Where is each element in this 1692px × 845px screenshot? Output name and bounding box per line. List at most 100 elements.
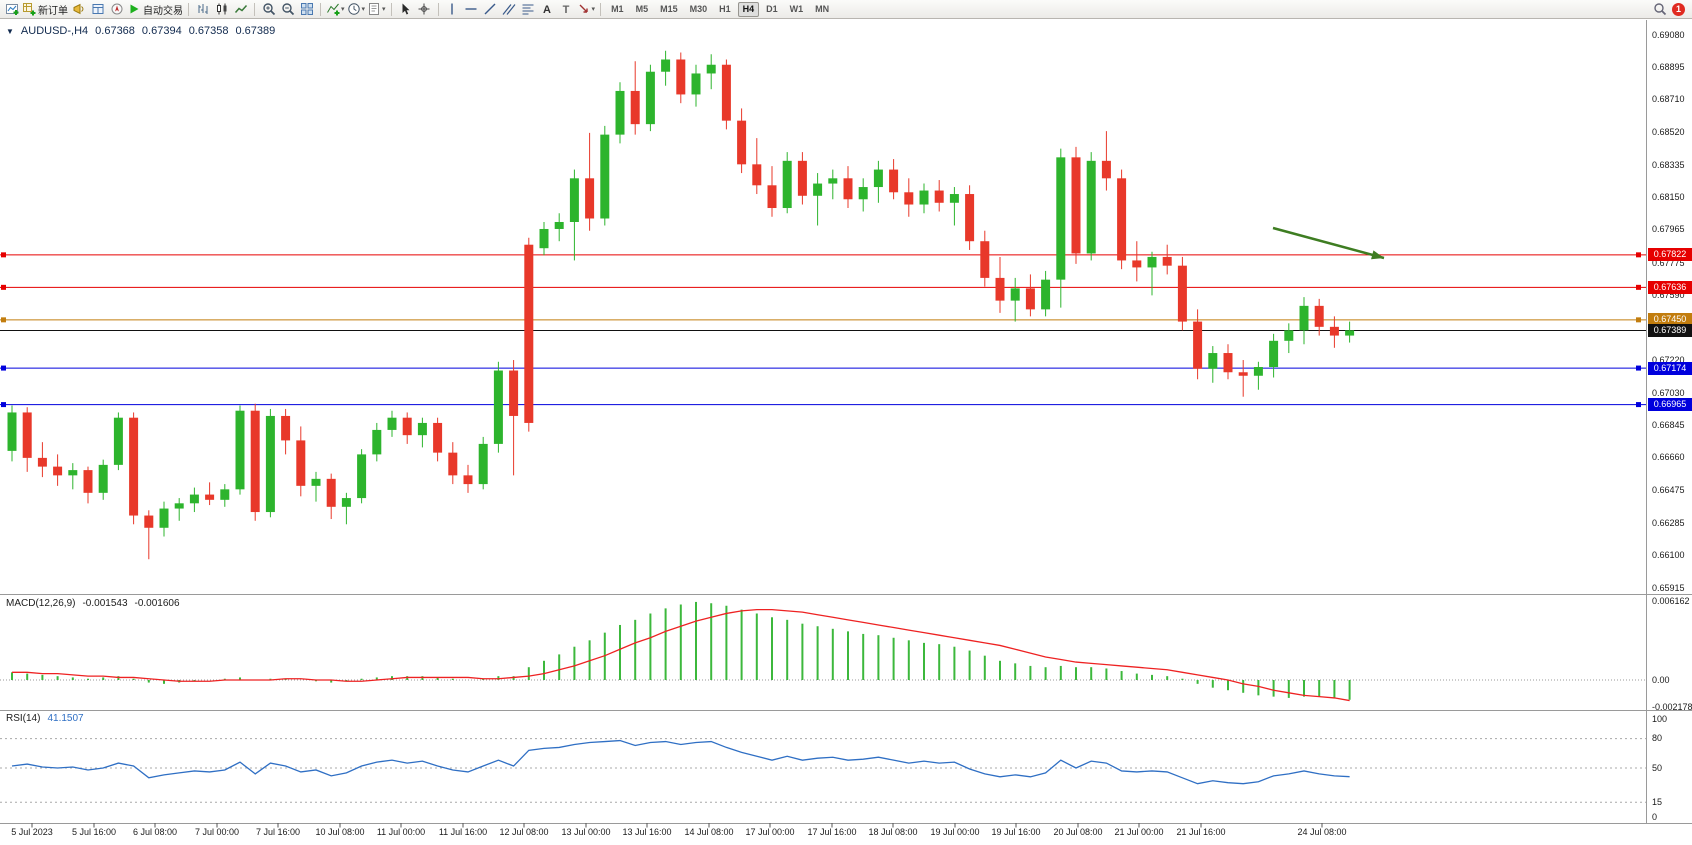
macd-signal-value: -0.001606: [134, 598, 180, 609]
toolbar-separator: [188, 2, 189, 16]
timeframe-w1-button[interactable]: W1: [789, 3, 804, 14]
dropdown-caret-icon: ▾: [591, 5, 596, 13]
price-axis-label: 0.68710: [1652, 94, 1685, 105]
date-axis-label: 21 Jul 16:00: [1176, 827, 1226, 837]
trendline-icon[interactable]: [482, 1, 499, 18]
rsi-label: RSI(14) 41.1507: [6, 713, 84, 724]
rsi-name: RSI(14): [6, 713, 41, 724]
arrows-icon[interactable]: ▾: [577, 1, 596, 18]
symbol-name: AUDUSD-,H4: [20, 25, 89, 37]
toolbar: 新订单 自动交易 ▾ ▾ ▾ A T ▾ M1 M5 M15 M30 H1 H4 D1 W1 MN 1: [0, 0, 1692, 19]
search-icon[interactable]: [1651, 1, 1668, 18]
new-order-button-label: 新订单: [38, 5, 68, 17]
macd-axis-label: 0.00: [1652, 674, 1670, 685]
hline-icon[interactable]: [463, 1, 480, 18]
autotrading-button-label: 自动交易: [143, 5, 183, 17]
date-axis-label: 12 Jul 08:00: [499, 827, 549, 837]
autotrading-button[interactable]: 自动交易: [127, 1, 183, 18]
price-axis-label: 0.68335: [1652, 159, 1685, 170]
zoom-out-icon[interactable]: [279, 1, 296, 18]
date-axis-label: 5 Jul 2023: [11, 827, 53, 837]
timeframe-h1-button[interactable]: H1: [719, 3, 731, 14]
text-icon[interactable]: A: [539, 1, 556, 18]
timeframe-m1-button[interactable]: M1: [611, 3, 624, 14]
label-icon[interactable]: T: [558, 1, 575, 18]
date-axis-label: 14 Jul 08:00: [684, 827, 734, 837]
new-order-button[interactable]: 新订单: [22, 1, 68, 18]
notification-badge[interactable]: 1: [1672, 2, 1685, 16]
timeframe-m5-button[interactable]: M5: [635, 3, 649, 14]
macd-axis-label: -0.002178: [1652, 702, 1692, 713]
price-high: 0.67394: [141, 25, 182, 37]
price-axis-label: 0.67965: [1652, 224, 1685, 235]
chart-dropdown-icon[interactable]: ▼: [6, 26, 14, 36]
toolbar-right: 1: [1650, 1, 1690, 18]
date-axis-label: 6 Jul 08:00: [132, 827, 178, 837]
periods-icon[interactable]: ▾: [347, 1, 365, 18]
price-axis-label: 0.68895: [1652, 61, 1685, 72]
chart-line-icon[interactable]: [232, 1, 249, 18]
macd-label: MACD(12,26,9) -0.001543 -0.001606: [6, 598, 180, 609]
hline-price-label: 0.67450: [1648, 313, 1692, 327]
timeframe-mn-button[interactable]: MN: [815, 3, 830, 14]
date-axis-label: 24 Jul 08:00: [1297, 827, 1347, 837]
templates-icon[interactable]: ▾: [367, 1, 386, 18]
toolbar-buttons: 新订单 自动交易 ▾ ▾ ▾ A T ▾ M1 M5 M15 M30 H1 H4 D1 W1 MN: [2, 0, 835, 18]
date-axis-label: 7 Jul 00:00: [194, 827, 240, 837]
chart-candles-icon[interactable]: [213, 1, 230, 18]
rsi-axis-label: 0: [1652, 811, 1658, 822]
svg-text:T: T: [563, 4, 570, 16]
dropdown-caret-icon: ▾: [382, 5, 386, 13]
data-window-icon[interactable]: [89, 1, 106, 18]
hline-price-label: 0.67636: [1648, 280, 1692, 294]
toolbar-separator: [437, 2, 439, 16]
indicators-icon[interactable]: ▾: [326, 1, 345, 18]
cursor-icon[interactable]: [397, 1, 414, 18]
rsi-axis-label: 15: [1652, 796, 1663, 807]
hline-price-label: 0.66965: [1648, 398, 1692, 412]
timeframe-h4-button[interactable]: H4: [737, 1, 760, 17]
price-axis-label: 0.66475: [1652, 484, 1685, 495]
channel-icon[interactable]: [501, 1, 518, 18]
fibonacci-icon[interactable]: [520, 1, 537, 18]
date-axis-label: 5 Jul 16:00: [71, 827, 117, 837]
date-axis-label: 17 Jul 00:00: [745, 827, 795, 837]
new-chart-icon[interactable]: [3, 1, 20, 18]
date-axis-label: 10 Jul 08:00: [315, 827, 365, 837]
macd-value: -0.001543: [82, 598, 128, 609]
price-axis-label: 0.66100: [1652, 550, 1685, 561]
chart-bars-icon[interactable]: [194, 1, 211, 18]
zoom-in-icon[interactable]: [260, 1, 277, 18]
vline-icon[interactable]: [444, 1, 461, 18]
current-price-label: 0.67389: [1648, 324, 1692, 337]
market-watch-icon[interactable]: [70, 1, 87, 18]
date-axis-label: 18 Jul 08:00: [868, 827, 918, 837]
price-axis-label: 0.68150: [1652, 192, 1685, 203]
price-axis-label: 0.67030: [1652, 387, 1685, 398]
hline-price-label: 0.67174: [1648, 361, 1692, 375]
crosshair-icon[interactable]: [416, 1, 433, 18]
rsi-axis-label: 80: [1652, 733, 1663, 744]
tile-windows-icon[interactable]: [298, 1, 315, 18]
date-axis-label: 7 Jul 16:00: [255, 827, 301, 837]
date-axis-label: 13 Jul 16:00: [622, 827, 672, 837]
price-axis-label: 0.67590: [1652, 289, 1685, 300]
date-axis-label: 17 Jul 16:00: [807, 827, 857, 837]
price-axis-label: 0.69080: [1652, 29, 1685, 40]
timeframe-d1-button[interactable]: D1: [766, 3, 778, 14]
rsi-value: 41.1507: [47, 713, 84, 724]
navigator-icon[interactable]: [108, 1, 125, 18]
date-axis-label: 13 Jul 00:00: [561, 827, 611, 837]
timeframe-m30-button[interactable]: M30: [689, 3, 708, 14]
timeframe-m15-button[interactable]: M15: [660, 3, 678, 14]
price-axis-label: 0.66660: [1652, 452, 1685, 463]
price-low: 0.67358: [188, 25, 229, 37]
price-axis-label: 0.67775: [1652, 257, 1685, 268]
price-axis-label: 0.68520: [1652, 127, 1685, 138]
symbol-info: ▼ AUDUSD-,H4 0.67368 0.67394 0.67358 0.6…: [6, 25, 275, 37]
price-axis-label: 0.66845: [1652, 420, 1685, 431]
price-axis-label: 0.67220: [1652, 354, 1685, 365]
toolbar-separator: [600, 2, 602, 16]
